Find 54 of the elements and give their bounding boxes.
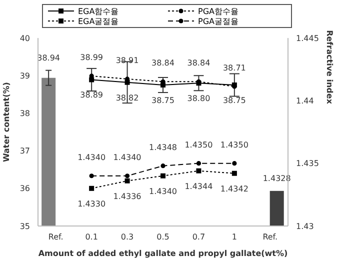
- y2-tick-label: 1.43: [296, 222, 314, 231]
- y2-tick-label: 1.435: [296, 159, 319, 168]
- data-label: 1.4330: [78, 199, 106, 208]
- y-tick-label: 40: [20, 34, 30, 43]
- x-tick-label: Ref.: [48, 232, 64, 242]
- point: [89, 186, 94, 191]
- data-label: 38.84: [152, 58, 174, 68]
- data-label: 38.89: [80, 90, 104, 100]
- data-label: 38.84: [187, 58, 210, 68]
- data-label: 38.94: [37, 53, 60, 62]
- y2-tick-label: 1.445: [296, 34, 319, 43]
- point: [232, 161, 237, 166]
- data-label: 1.4336: [113, 192, 142, 201]
- data-label: 1.4342: [220, 184, 248, 194]
- x-tick-label: 0.1: [85, 232, 98, 242]
- x-tick-label: Ref.: [262, 232, 278, 242]
- point: [196, 168, 202, 174]
- legend-label: PGA굴절율: [198, 16, 238, 26]
- point: [124, 178, 130, 184]
- data-label: 38.75: [222, 96, 246, 105]
- y-tick-label: 38: [20, 109, 30, 118]
- point: [160, 173, 166, 178]
- point: [124, 174, 130, 178]
- point: [160, 164, 166, 168]
- x-tick-label: 1: [232, 232, 237, 242]
- legend-label: EGA굴절율: [78, 16, 119, 26]
- data-label: 1.4340: [149, 186, 177, 196]
- y-tick-label: 37: [20, 146, 30, 156]
- point: [89, 174, 94, 178]
- x-tick-label: 0.7: [192, 232, 206, 242]
- y-tick-label: 36: [20, 184, 30, 194]
- point: [232, 170, 237, 176]
- data-label: 1.4350: [184, 140, 213, 150]
- data-label: 38.71: [222, 64, 246, 73]
- data-label: 38.91: [116, 56, 139, 65]
- x-tick-label: 0.3: [120, 232, 134, 242]
- data-label: 1.4344: [184, 182, 213, 191]
- y2-axis-title: Refractive index: [325, 30, 334, 105]
- y2-tick-label: 1.44: [296, 96, 314, 106]
- y-tick-label: 35: [20, 222, 30, 231]
- y-axis-title: Water content(%): [2, 82, 11, 162]
- point: [196, 161, 202, 166]
- data-label: 1.4340: [78, 152, 106, 162]
- data-label: 38.75: [152, 96, 174, 105]
- data-label: 38.99: [80, 52, 104, 62]
- data-label: 38.80: [187, 94, 210, 104]
- legend-label: PGA함수율: [198, 6, 238, 16]
- x-tick-label: 0.5: [156, 232, 170, 242]
- x-axis-title: Amount of added ethyl gallate and propyl gallate(wt%): [38, 249, 288, 258]
- data-label: 1.4340: [113, 152, 142, 162]
- y-tick-label: 39: [20, 71, 30, 80]
- legend-label: EGA함수율: [78, 6, 119, 16]
- data-label: 1.4348: [149, 142, 177, 152]
- data-label: 1.4350: [220, 140, 248, 150]
